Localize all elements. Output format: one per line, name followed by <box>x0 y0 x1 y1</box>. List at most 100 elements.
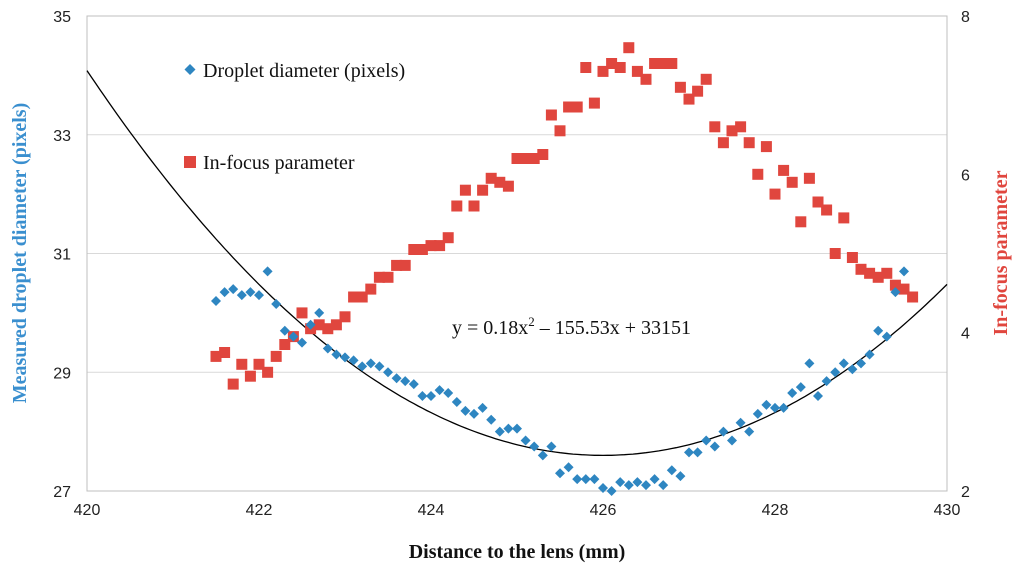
focus-point <box>649 58 661 69</box>
focus-point <box>597 65 609 77</box>
gridlines <box>87 15 947 492</box>
x-tick-label: 430 <box>934 502 961 519</box>
diameter-point <box>279 325 290 336</box>
focus-point <box>812 196 824 208</box>
diameter-point <box>735 417 746 428</box>
focus-point <box>674 81 686 93</box>
diameter-point <box>727 435 737 446</box>
diameter-point <box>477 402 488 413</box>
x-tick-label: 424 <box>418 502 445 519</box>
diameter-point <box>795 382 806 393</box>
legend-square-marker <box>184 156 196 168</box>
focus-point <box>434 240 446 252</box>
diameter-point <box>383 367 393 378</box>
y-right-tick-label: 6 <box>961 167 970 184</box>
diameter-point <box>503 423 514 434</box>
focus-point <box>296 307 308 319</box>
x-tick-labels: 420 422 424 426 428 430 <box>74 502 961 519</box>
focus-point <box>657 58 669 69</box>
diameter-point <box>881 331 892 342</box>
focus-point <box>356 291 368 303</box>
diameter-point <box>529 441 540 452</box>
diameter-point <box>322 343 333 354</box>
diameter-point <box>400 376 411 387</box>
diameter-point <box>598 483 608 494</box>
diameter-point <box>873 325 884 336</box>
focus-point <box>313 319 325 331</box>
diameter-point <box>813 391 823 401</box>
y-right-tick-labels: 2 4 6 8 <box>961 9 970 501</box>
focus-point <box>614 62 626 73</box>
diameter-point <box>537 450 548 461</box>
eq-exponent: 2 <box>528 314 535 329</box>
focus-point <box>881 267 893 279</box>
plot-area-border <box>86 15 948 492</box>
diameter-point <box>658 480 669 491</box>
focus-point <box>279 339 291 350</box>
diameter-point <box>675 471 686 482</box>
diameter-point <box>314 307 325 318</box>
focus-point <box>502 180 514 192</box>
diameter-point <box>460 405 471 416</box>
y-left-tick-label: 29 <box>53 365 71 382</box>
focus-point <box>520 153 532 164</box>
focus-point <box>330 319 342 331</box>
focus-point <box>726 125 738 137</box>
focus-point <box>666 58 678 69</box>
diameter-point <box>821 376 832 387</box>
y-left-tick-labels: 27 29 31 33 35 <box>53 9 71 501</box>
focus-point <box>683 93 695 105</box>
x-tick-label: 428 <box>762 502 789 519</box>
diameter-point <box>770 402 780 413</box>
focus-point <box>459 184 471 196</box>
diameter-point <box>684 447 694 458</box>
y-left-axis-title: Measured droplet diameter (pixels) <box>9 103 31 404</box>
diameter-point <box>494 426 505 437</box>
focus-point <box>537 149 549 160</box>
diameter-point <box>701 435 712 446</box>
focus-point <box>889 279 901 291</box>
x-tick-label: 420 <box>74 502 101 519</box>
y-left-tick-label: 27 <box>53 484 71 501</box>
diameter-point <box>632 477 643 488</box>
y-right-tick-label: 2 <box>961 484 970 501</box>
focus-point <box>382 271 394 283</box>
focus-point <box>623 42 635 54</box>
diameter-point <box>623 480 634 491</box>
diameter-point <box>254 290 264 301</box>
diameter-point <box>443 388 454 399</box>
diameter-point <box>899 266 909 277</box>
diameter-point <box>391 373 402 384</box>
focus-point <box>322 323 334 335</box>
focus-point <box>348 291 360 303</box>
focus-point <box>778 164 790 176</box>
focus-point <box>425 240 437 252</box>
diameter-point <box>331 349 342 360</box>
focus-point <box>373 271 385 283</box>
eq-prefix: y = 0.18x <box>452 317 528 339</box>
diameter-point <box>357 361 368 372</box>
focus-point <box>640 73 652 85</box>
focus-point <box>485 172 497 184</box>
focus-point <box>451 200 463 212</box>
focus-point <box>786 176 798 188</box>
diameter-point <box>692 447 703 458</box>
focus-point <box>416 244 428 255</box>
legend-diamond-marker <box>184 64 196 75</box>
focus-point <box>760 141 772 153</box>
focus-point <box>227 378 239 390</box>
x-axis-title: Distance to the lens (mm) <box>409 541 626 563</box>
diameter-point <box>864 349 875 360</box>
focus-point <box>511 153 523 164</box>
focus-point <box>399 259 411 271</box>
diameter-point <box>365 358 376 369</box>
x-tick-label: 426 <box>590 502 617 519</box>
diameter-point <box>718 426 729 437</box>
diameter-point <box>666 465 677 476</box>
focus-point <box>821 204 833 216</box>
diameter-point <box>348 355 359 366</box>
focus-point <box>898 283 910 295</box>
diameter-point <box>288 331 299 342</box>
y-left-tick-label: 31 <box>53 247 71 264</box>
